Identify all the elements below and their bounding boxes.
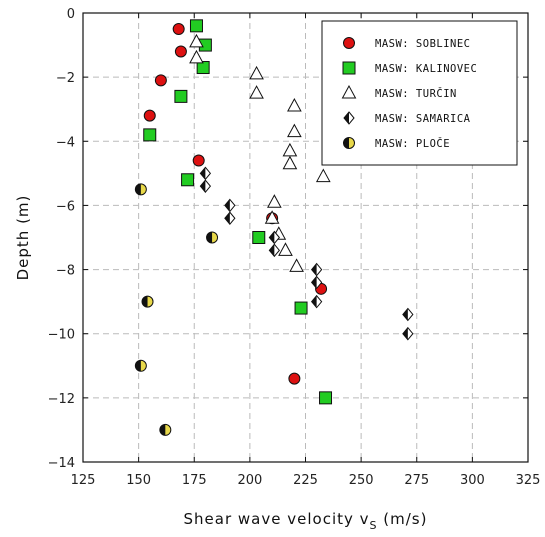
x-axis-title-unit: (m/s) xyxy=(378,510,428,528)
x-tick-label: 250 xyxy=(349,473,374,488)
y-tick-label: −2 xyxy=(56,71,75,86)
data-point-series-1 xyxy=(189,19,203,33)
data-point-series-2 xyxy=(267,194,282,208)
y-tick-label: −6 xyxy=(56,199,75,214)
data-point-series-3 xyxy=(310,275,323,290)
y-axis-title: Depth (m) xyxy=(14,195,32,281)
data-point-series-3 xyxy=(402,326,414,341)
x-axis-title-main: Shear wave velocity v xyxy=(184,510,370,528)
x-tick-label: 325 xyxy=(516,473,541,488)
data-point-series-3 xyxy=(310,262,323,277)
legend-marker xyxy=(343,37,355,49)
y-tick-label: −4 xyxy=(56,135,75,150)
x-tick-label: 275 xyxy=(404,473,429,488)
x-tick-label: 150 xyxy=(126,473,151,488)
data-point-series-2 xyxy=(289,258,304,272)
y-tick-label: −10 xyxy=(48,328,75,343)
data-point-series-2 xyxy=(249,85,264,99)
y-tick-label: 0 xyxy=(67,7,75,22)
legend-label: MASW: TURČIN xyxy=(375,87,457,100)
legend-label: MASW: KALINOVEC xyxy=(375,63,477,75)
y-tick-label: −8 xyxy=(56,264,75,279)
data-point-series-2 xyxy=(189,49,204,64)
data-point-series-2 xyxy=(264,210,280,224)
data-point-series-2 xyxy=(287,123,302,138)
axis-ticks: 125 150 175 200 225 250 275 300 325 0 −2 −4 −6 −8 −10 −… xyxy=(48,7,541,488)
data-point-series-4 xyxy=(206,231,219,244)
legend-label: MASW: PLOČE xyxy=(375,137,450,150)
data-point-series-2 xyxy=(189,33,204,48)
data-point-series-2 xyxy=(249,65,264,80)
data-point-series-0 xyxy=(172,23,185,36)
y-tick-label: −14 xyxy=(48,456,75,471)
data-point-series-4 xyxy=(134,359,147,372)
data-point-series-1 xyxy=(181,173,195,187)
data-point-series-3 xyxy=(224,198,236,213)
x-tick-label: 200 xyxy=(237,473,262,488)
legend: MASW: SOBLINEC MASW: KALINOVEC MASW: TURČI… xyxy=(321,20,518,166)
data-point-series-2 xyxy=(282,155,298,170)
x-tick-label: 125 xyxy=(71,473,96,488)
data-point-series-2 xyxy=(315,168,331,183)
data-point-series-3 xyxy=(310,294,323,309)
data-point-series-0 xyxy=(143,109,156,122)
legend-label: MASW: SOBLINEC xyxy=(375,38,471,50)
legend-marker xyxy=(341,84,357,99)
legend-label: MASW: SAMARICA xyxy=(375,113,471,125)
x-tick-label: 175 xyxy=(182,473,207,488)
data-point-series-4 xyxy=(159,423,172,436)
data-point-series-3 xyxy=(268,230,281,245)
data-point-series-1 xyxy=(196,61,210,75)
data-point-series-1 xyxy=(252,231,266,244)
legend-marker xyxy=(343,137,355,149)
data-point-series-0 xyxy=(154,74,167,87)
data-point-series-1 xyxy=(143,128,157,142)
data-points xyxy=(134,19,414,436)
y-tick-label: −12 xyxy=(48,392,75,407)
data-point-series-1 xyxy=(319,391,333,405)
data-point-series-2 xyxy=(287,97,302,112)
data-point-series-2 xyxy=(282,142,298,157)
data-point-series-1 xyxy=(294,301,308,315)
data-point-series-3 xyxy=(224,211,236,226)
data-point-series-1 xyxy=(174,89,188,103)
data-point-series-3 xyxy=(199,179,212,193)
data-point-series-0 xyxy=(174,45,187,58)
data-point-series-3 xyxy=(268,243,281,258)
legend-marker xyxy=(343,111,355,125)
data-point-series-4 xyxy=(141,295,154,308)
data-point-series-4 xyxy=(134,183,147,196)
data-point-series-0 xyxy=(192,154,205,167)
x-tick-label: 225 xyxy=(293,473,318,488)
data-point-series-0 xyxy=(288,372,301,385)
x-axis-title-subscript: S xyxy=(370,519,378,532)
data-point-series-3 xyxy=(402,307,414,322)
x-axis-title: Shear wave velocity vS (m/s) xyxy=(184,510,428,532)
data-point-series-3 xyxy=(199,166,212,181)
x-tick-label: 300 xyxy=(460,473,485,488)
legend-marker xyxy=(342,61,356,75)
data-point-series-2 xyxy=(278,242,293,256)
